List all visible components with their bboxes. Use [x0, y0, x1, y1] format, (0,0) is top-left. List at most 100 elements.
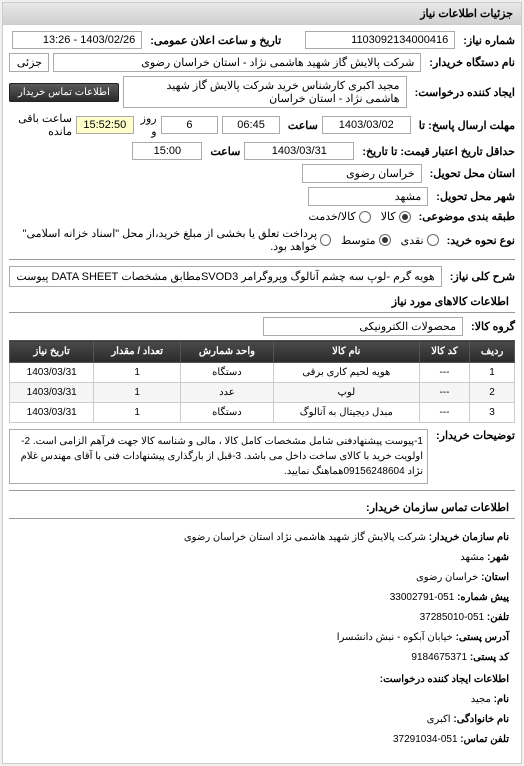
package-row: طبقه بندی موضوعی: کالا کالا/خدمت [9, 210, 515, 223]
contact-city-value: مشهد [460, 552, 484, 563]
goods-section-title: اطلاعات کالاهای مورد نیاز [9, 291, 515, 313]
payment-label: نوع نحوه خرید: [447, 234, 515, 247]
requester-value: مجید اکبری کارشناس خرید شرکت پالایش گاز … [123, 76, 407, 108]
contact-city-label: شهر: [487, 552, 509, 563]
radio-icon [427, 234, 439, 246]
remain-days-label: روز و [138, 112, 157, 138]
creator-name-value: مجید [471, 694, 491, 705]
panel-title: جزئیات اطلاعات نیاز [3, 3, 521, 25]
table-cell: دستگاه [181, 403, 274, 423]
deadline-label: مهلت ارسال پاسخ: تا [419, 119, 515, 132]
table-cell: 1 [94, 363, 181, 383]
table-cell: 1 [94, 403, 181, 423]
contact-buyer-button[interactable]: اطلاعات تماس خریدار [9, 83, 119, 102]
contact-prefix-label: پیش شماره: [457, 592, 509, 603]
table-cell: --- [419, 363, 469, 383]
table-cell: 1403/03/31 [10, 383, 94, 403]
payment-radio-group: نقدی متوسط پرداخت تعلق یا بخشی از مبلغ خ… [9, 227, 439, 253]
need-key-row: شرح کلی نیاز: هویه گرم -لوپ سه چشم آنالو… [9, 266, 515, 287]
table-row[interactable]: 1---هویه لحیم کاری برقیدستگاه11403/03/31 [10, 363, 515, 383]
contact-address-value: خیابان آبکوه - نبش دانشسرا [337, 632, 453, 643]
payment-option-1[interactable]: متوسط [341, 234, 391, 247]
package-radio-group: کالا کالا/خدمت [309, 210, 411, 223]
delivery-city-row: شهر محل تحویل: مشهد [9, 187, 515, 206]
col-date: تاریخ نیاز [10, 341, 94, 363]
payment-option-0-label: نقدی [401, 234, 424, 247]
goods-group-label: گروه کالا: [471, 320, 515, 333]
requester-row: ایجاد کننده درخواست: مجید اکبری کارشناس … [9, 76, 515, 108]
creator-title: اطلاعات ایجاد کننده درخواست: [15, 671, 509, 689]
contact-postal-value: 9184675371 [411, 652, 467, 663]
validity-date-value: 1403/03/31 [244, 142, 354, 160]
buyer-desc-row: توضیحات خریدار: 1-پیوست پیشنهادفنی شامل … [9, 429, 515, 484]
deadline-time-label: ساعت [288, 119, 318, 132]
table-cell: دستگاه [181, 363, 274, 383]
requester-label: ایجاد کننده درخواست: [415, 86, 515, 99]
table-cell: مبدل دیجیتال به آنالوگ [273, 403, 419, 423]
contact-address-label: آدرس پستی: [456, 632, 509, 643]
table-cell: لوپ [273, 383, 419, 403]
col-code: کد کالا [419, 341, 469, 363]
announce-date-value: 1403/02/26 - 13:26 [12, 31, 142, 49]
need-number-value: 1103092134000416 [305, 31, 455, 49]
contact-province-label: استان: [481, 572, 509, 583]
table-header-row: ردیف کد کالا نام کالا واحد شمارش تعداد /… [10, 341, 515, 363]
table-cell: --- [419, 383, 469, 403]
remain-time-value: 15:52:50 [76, 116, 134, 134]
deadline-time-value: 06:45 [222, 116, 280, 134]
package-option-0[interactable]: کالا [381, 210, 411, 223]
delivery-province-row: استان محل تحویل: خراسان رضوی [9, 164, 515, 183]
remain-days-value: 6 [161, 116, 219, 134]
panel-body: شماره نیاز: 1103092134000416 تاریخ و ساع… [3, 25, 521, 763]
validity-row: حداقل تاریخ اعتبار قیمت: تا تاریخ: 1403/… [9, 142, 515, 160]
delivery-province-value: خراسان رضوی [302, 164, 422, 183]
validity-time-value: 15:00 [132, 142, 202, 160]
table-cell: 1 [470, 363, 515, 383]
table-cell: --- [419, 403, 469, 423]
col-qty: تعداد / مقدار [94, 341, 181, 363]
buyer-desc-label: توضیحات خریدار: [436, 429, 515, 442]
package-option-1-label: کالا/خدمت [309, 210, 356, 223]
payment-option-0[interactable]: نقدی [401, 234, 439, 247]
creator-family-value: اکبری [427, 714, 451, 725]
payment-option-2[interactable]: پرداخت تعلق یا بخشی از مبلغ خرید،از محل … [9, 227, 331, 253]
table-row[interactable]: 2---لوپعدد11403/03/31 [10, 383, 515, 403]
delivery-province-label: استان محل تحویل: [430, 167, 515, 180]
deadline-date-value: 1403/03/02 [322, 116, 411, 134]
need-key-value: هویه گرم -لوپ سه چشم آنالوگ وپروگرامر SV… [9, 266, 442, 287]
contact-province-value: خراسان رضوی [416, 572, 478, 583]
goods-group-value: محصولات الکترونیکی [263, 317, 463, 336]
contact-section: نام سازمان خریدار: شرکت پالایش گاز شهید … [9, 523, 515, 757]
table-cell: عدد [181, 383, 274, 403]
deadline-row: مهلت ارسال پاسخ: تا 1403/03/02 ساعت 06:4… [9, 112, 515, 138]
contact-org-value: شرکت پالایش گاز شهید هاشمی نژاد استان خر… [184, 532, 426, 543]
package-label: طبقه بندی موضوعی: [419, 210, 515, 223]
creator-family-label: نام خانوادگی: [453, 714, 509, 725]
payment-option-2-label: پرداخت تعلق یا بخشی از مبلغ خرید،از محل … [9, 227, 317, 253]
col-row: ردیف [470, 341, 515, 363]
table-row[interactable]: 3---مبدل دیجیتال به آنالوگدستگاه11403/03… [10, 403, 515, 423]
validity-label: حداقل تاریخ اعتبار قیمت: تا تاریخ: [362, 145, 515, 158]
contact-phone-label: تلفن: [487, 612, 509, 623]
package-option-0-label: کالا [381, 210, 396, 223]
package-option-1[interactable]: کالا/خدمت [309, 210, 371, 223]
contact-org-label: نام سازمان خریدار: [429, 532, 509, 543]
table-cell: 1403/03/31 [10, 363, 94, 383]
goods-table: ردیف کد کالا نام کالا واحد شمارش تعداد /… [9, 340, 515, 423]
col-unit: واحد شمارش [181, 341, 274, 363]
validity-time-label: ساعت [210, 145, 240, 158]
table-cell: 2 [470, 383, 515, 403]
table-cell: 3 [470, 403, 515, 423]
buyer-org-label: نام دستگاه خریدار: [429, 56, 515, 69]
contact-phone-value: 051-37285010 [420, 612, 485, 623]
contact-title: اطلاعات تماس سازمان خریدار: [9, 497, 515, 519]
delivery-city-label: شهر محل تحویل: [436, 190, 515, 203]
buyer-desc-value: 1-پیوست پیشنهادفنی شامل مشخصات کامل کالا… [9, 429, 428, 484]
need-number-label: شماره نیاز: [463, 34, 515, 47]
buyer-extra-box: جزئی [9, 53, 49, 72]
delivery-city-value: مشهد [308, 187, 428, 206]
announce-label: تاریخ و ساعت اعلان عمومی: [150, 34, 281, 47]
creator-phone-label: تلفن تماس: [460, 734, 509, 745]
radio-icon [379, 234, 391, 246]
payment-row: نوع نحوه خرید: نقدی متوسط پرداخت تعلق یا… [9, 227, 515, 253]
